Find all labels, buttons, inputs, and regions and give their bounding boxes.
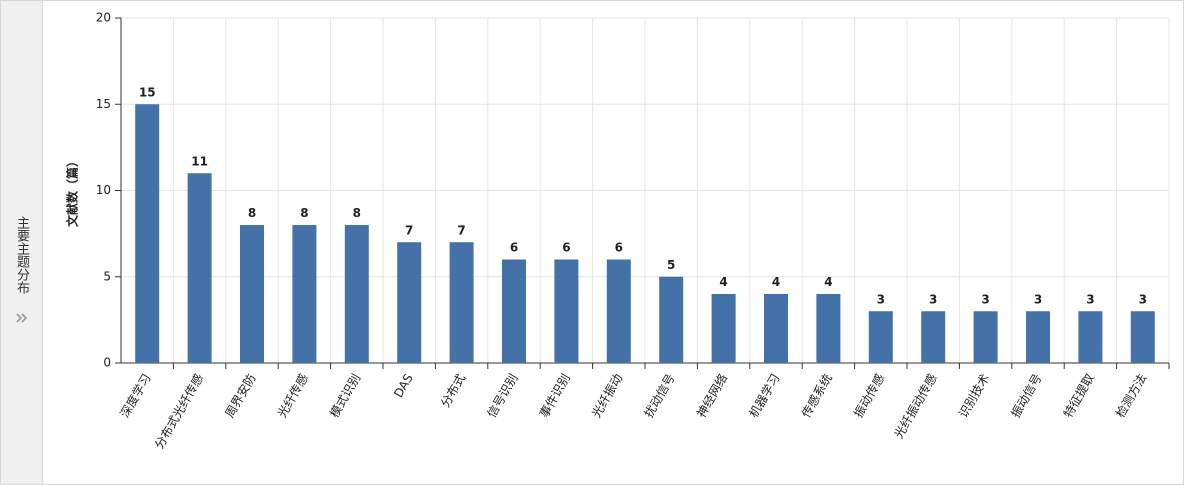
- value-label: 5: [667, 258, 675, 272]
- y-axis-label: 文献数（篇）: [65, 155, 80, 227]
- value-label: 6: [615, 241, 623, 255]
- x-tick-label: 神经网络: [693, 371, 730, 420]
- value-label: 3: [929, 292, 937, 306]
- y-tick-label: 0: [103, 356, 111, 370]
- value-label: 8: [300, 206, 308, 220]
- bar: [1130, 311, 1155, 363]
- bar: [554, 259, 579, 363]
- x-tick-label: 事件识别: [537, 372, 573, 421]
- x-tick-label: 特征提取: [1060, 371, 1097, 420]
- bar: [973, 311, 998, 363]
- value-label: 3: [877, 292, 885, 306]
- y-tick-label: 15: [96, 97, 111, 111]
- bar: [816, 294, 841, 363]
- value-label: 15: [139, 85, 156, 99]
- value-label: 4: [719, 275, 727, 289]
- value-label: 3: [1139, 292, 1147, 306]
- x-tick-label: 光纤振动传感: [891, 371, 940, 441]
- value-label: 4: [824, 275, 832, 289]
- x-tick-label: 识别技术: [956, 372, 992, 421]
- value-label: 8: [353, 206, 361, 220]
- y-tick-label: 10: [96, 183, 111, 197]
- value-label: 6: [562, 241, 570, 255]
- value-label: 11: [191, 154, 208, 168]
- bar: [606, 259, 631, 363]
- y-tick-label: 20: [96, 11, 111, 25]
- x-tick-label: 分布式: [438, 372, 468, 410]
- bar: [240, 225, 264, 363]
- bar: [135, 104, 160, 363]
- x-tick-label: 深度学习: [117, 371, 154, 420]
- x-tick-label: 机器学习: [746, 371, 783, 420]
- x-tick-label: 扰动信号: [642, 372, 678, 421]
- x-tick-label: DAS: [391, 372, 416, 401]
- chart: 文献数（篇） 0 5 10 15 20 深度学习 15 分布式光纤传感 11 周界安防 8 光纤传感 8…: [65, 11, 1170, 451]
- bar: [187, 173, 212, 363]
- value-label: 8: [248, 206, 256, 220]
- y-tick-label: 5: [103, 269, 111, 283]
- value-label: 7: [405, 223, 413, 237]
- side-panel[interactable]: 主要主题分布: [1, 1, 43, 484]
- bar: [659, 276, 684, 363]
- bar: [292, 225, 317, 363]
- x-tick-label: 模式识别: [327, 372, 363, 421]
- bar: [344, 225, 369, 363]
- x-tick-label: 振动信号: [1008, 372, 1044, 421]
- value-label: 6: [510, 241, 518, 255]
- x-tick-label: 振动传感: [850, 371, 887, 420]
- x-tick-label: 周界安防: [222, 371, 259, 420]
- value-label: 7: [457, 223, 465, 237]
- bar: [1026, 311, 1050, 363]
- expand-icon[interactable]: [15, 312, 29, 324]
- x-tick-label: 检测方法: [1112, 371, 1149, 420]
- bar: [502, 259, 526, 363]
- bar: [711, 294, 736, 363]
- value-label: 3: [1086, 292, 1094, 306]
- bar: [868, 311, 893, 363]
- bar: [449, 242, 474, 363]
- value-label: 4: [772, 275, 780, 289]
- bar: [397, 242, 422, 363]
- value-label: 3: [1034, 292, 1042, 306]
- x-tick-label: 分布式光纤传感: [151, 371, 206, 451]
- x-tick-label: 传感系统: [798, 371, 835, 420]
- bar: [1078, 311, 1103, 363]
- x-tick-label: 信号识别: [484, 372, 520, 421]
- bar: [921, 311, 946, 363]
- bar: [764, 294, 788, 363]
- value-label: 3: [981, 292, 989, 306]
- side-title: 主要主题分布: [14, 216, 29, 294]
- x-tick-label: 光纤传感: [274, 371, 311, 420]
- x-tick-label: 光纤振动: [589, 372, 625, 421]
